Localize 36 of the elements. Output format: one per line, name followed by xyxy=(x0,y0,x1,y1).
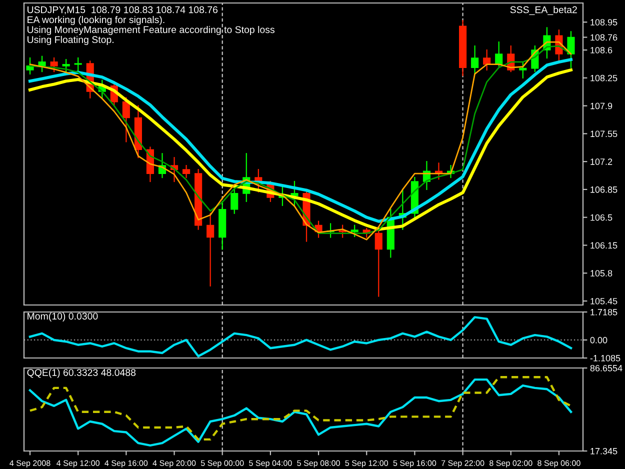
y-tick-label: -1.1085 xyxy=(590,354,620,362)
chart-title: Mom(10) 0.0300 xyxy=(28,312,98,322)
x-tick-label: 4 Sep 2008 xyxy=(10,460,50,468)
x-tick-label: 4 Sep 12:00 xyxy=(56,460,100,468)
annotation: Using Floating Stop. xyxy=(28,36,114,45)
x-tick-label: 8 Sep 02:00 xyxy=(490,460,532,468)
x-tick-label: 7 Sep 22:00 xyxy=(441,460,484,468)
y-tick-label: 108.76 xyxy=(590,34,618,41)
chart-title: QQE(1) 60.3323 48.0488 xyxy=(27,368,136,378)
y-tick-label: 108.95 xyxy=(590,19,618,26)
y-tick-label: 108.25 xyxy=(590,74,618,82)
y-tick-label: 107.55 xyxy=(590,130,618,138)
x-tick-label: 4 Sep 20:00 xyxy=(152,460,196,468)
x-tick-label: 5 Sep 00:00 xyxy=(200,460,244,468)
annotation: EA working (looking for signals). xyxy=(28,16,164,26)
y-tick-label: 107.2 xyxy=(590,158,612,165)
y-tick-label: 106.5 xyxy=(590,214,612,221)
y-tick-label: 108.6 xyxy=(590,46,612,54)
y-tick-label: 1.7185 xyxy=(590,308,618,316)
y-tick-label: 0.00 xyxy=(590,336,608,344)
chart-subtitle: SSS_EA_beta2 xyxy=(510,6,577,15)
x-tick-label: 8 Sep 06:00 xyxy=(538,460,580,468)
x-tick-label: 5 Sep 04:00 xyxy=(249,460,292,468)
x-tick-label: 5 Sep 16:00 xyxy=(393,460,436,468)
x-tick-label: 4 Sep 16:00 xyxy=(104,460,148,468)
x-tick-label: 5 Sep 12:00 xyxy=(345,460,388,468)
annotation: Using MoneyManagement Feature according to Stop loss xyxy=(28,26,274,36)
y-tick-label: 107.9 xyxy=(590,102,612,110)
x-tick-label: 5 Sep 08:00 xyxy=(297,460,340,468)
y-tick-label: 105.8 xyxy=(590,270,612,276)
y-tick-label: 105.45 xyxy=(590,298,618,304)
y-tick-label: 17.345 xyxy=(590,448,618,454)
chart-title: USDJPY,M15 108.79 108.83 108.74 108.76 xyxy=(28,6,218,14)
y-tick-label: 86.6554 xyxy=(590,364,622,372)
y-tick-label: 106.85 xyxy=(590,186,618,193)
y-tick-label: 106.15 xyxy=(590,242,618,249)
